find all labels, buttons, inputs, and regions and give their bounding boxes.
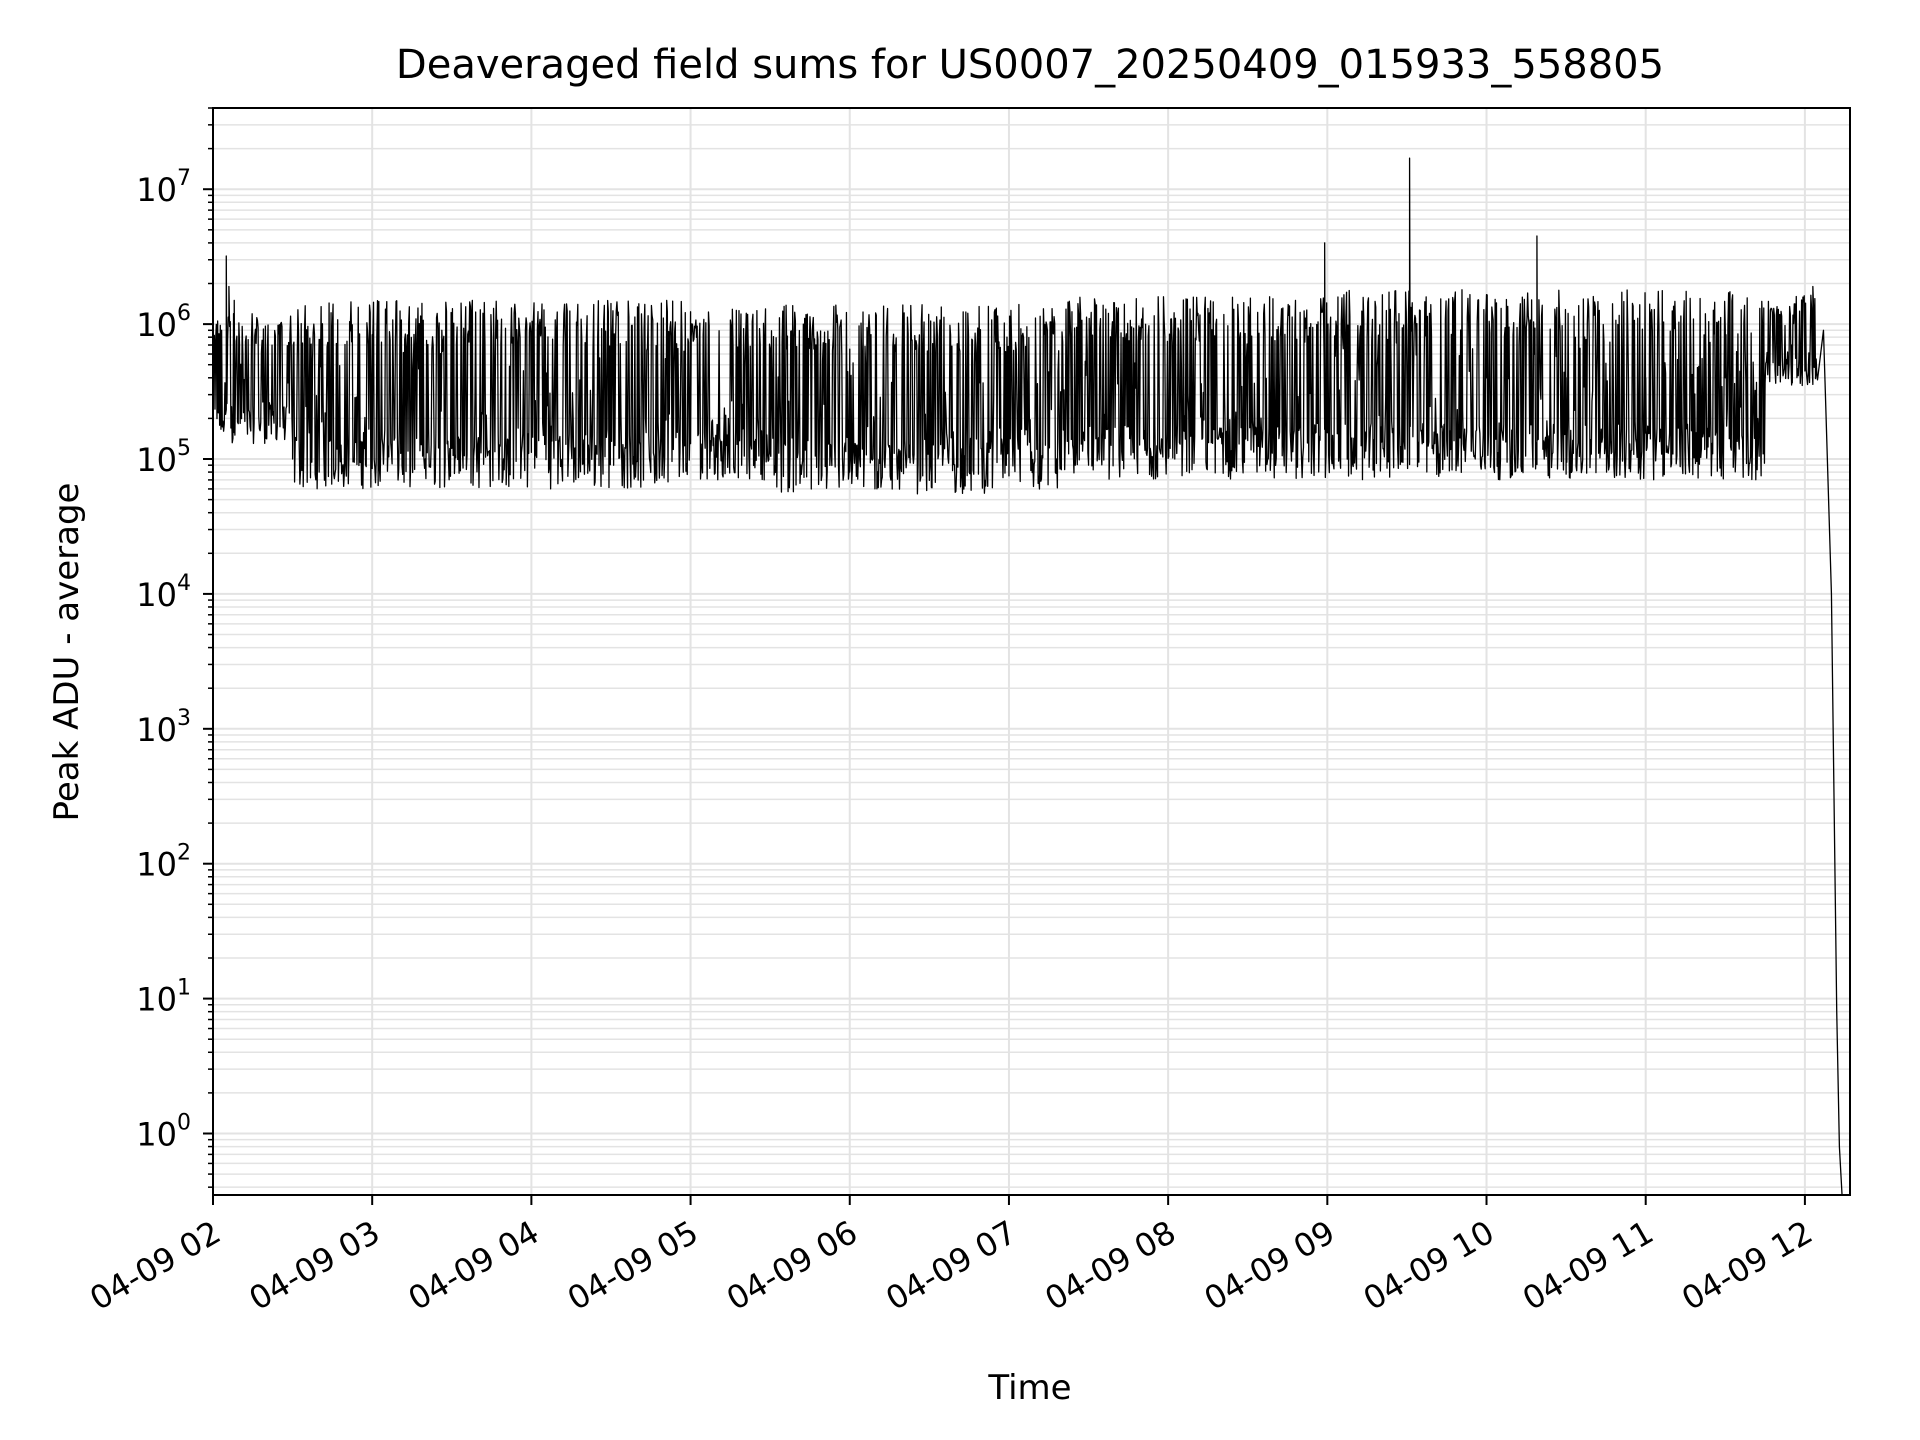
- x-axis-ticks: 04-09 02 04-09 03 04-09 04 04-09 05 04-09 06…: [83, 1195, 1819, 1318]
- y-tick-label: 103: [136, 706, 191, 749]
- x-tick-label: 04-09 05: [561, 1213, 705, 1318]
- x-tick-label: 04-09 12: [1675, 1213, 1819, 1318]
- x-tick-label: 04-09 08: [1039, 1213, 1183, 1318]
- chart-title: Deaveraged field sums for US0007_2025040…: [396, 42, 1664, 88]
- y-tick-label: 105: [136, 436, 191, 479]
- y-tick-label: 104: [136, 571, 191, 614]
- data-series-line: [212, 157, 1843, 1196]
- y-axis-ticks: 100 101 102 103 104 105 106 107: [136, 107, 213, 1188]
- x-tick-label: 04-09 02: [83, 1213, 227, 1318]
- y-tick-label: 100: [136, 1110, 191, 1153]
- x-tick-label: 04-09 03: [243, 1213, 387, 1318]
- y-axis-label: Peak ADU - average: [47, 483, 87, 822]
- series-path: [212, 157, 1843, 1196]
- y-tick-label: 101: [136, 976, 191, 1019]
- y-tick-label: 102: [136, 841, 191, 884]
- x-tick-label: 04-09 07: [879, 1213, 1023, 1318]
- minor-gridlines: [213, 107, 1850, 1188]
- x-tick-label: 04-09 10: [1357, 1213, 1501, 1318]
- major-gridlines: [212, 108, 1850, 1195]
- y-tick-label: 107: [136, 166, 191, 209]
- y-tick-label: 106: [136, 301, 191, 344]
- plot-area-frame: [212, 107, 1851, 1196]
- x-tick-label: 04-09 11: [1516, 1213, 1660, 1318]
- x-tick-label: 04-09 09: [1198, 1213, 1342, 1318]
- x-tick-label: 04-09 04: [402, 1213, 546, 1318]
- x-tick-label: 04-09 06: [720, 1213, 864, 1318]
- x-axis-label: Time: [987, 1368, 1071, 1408]
